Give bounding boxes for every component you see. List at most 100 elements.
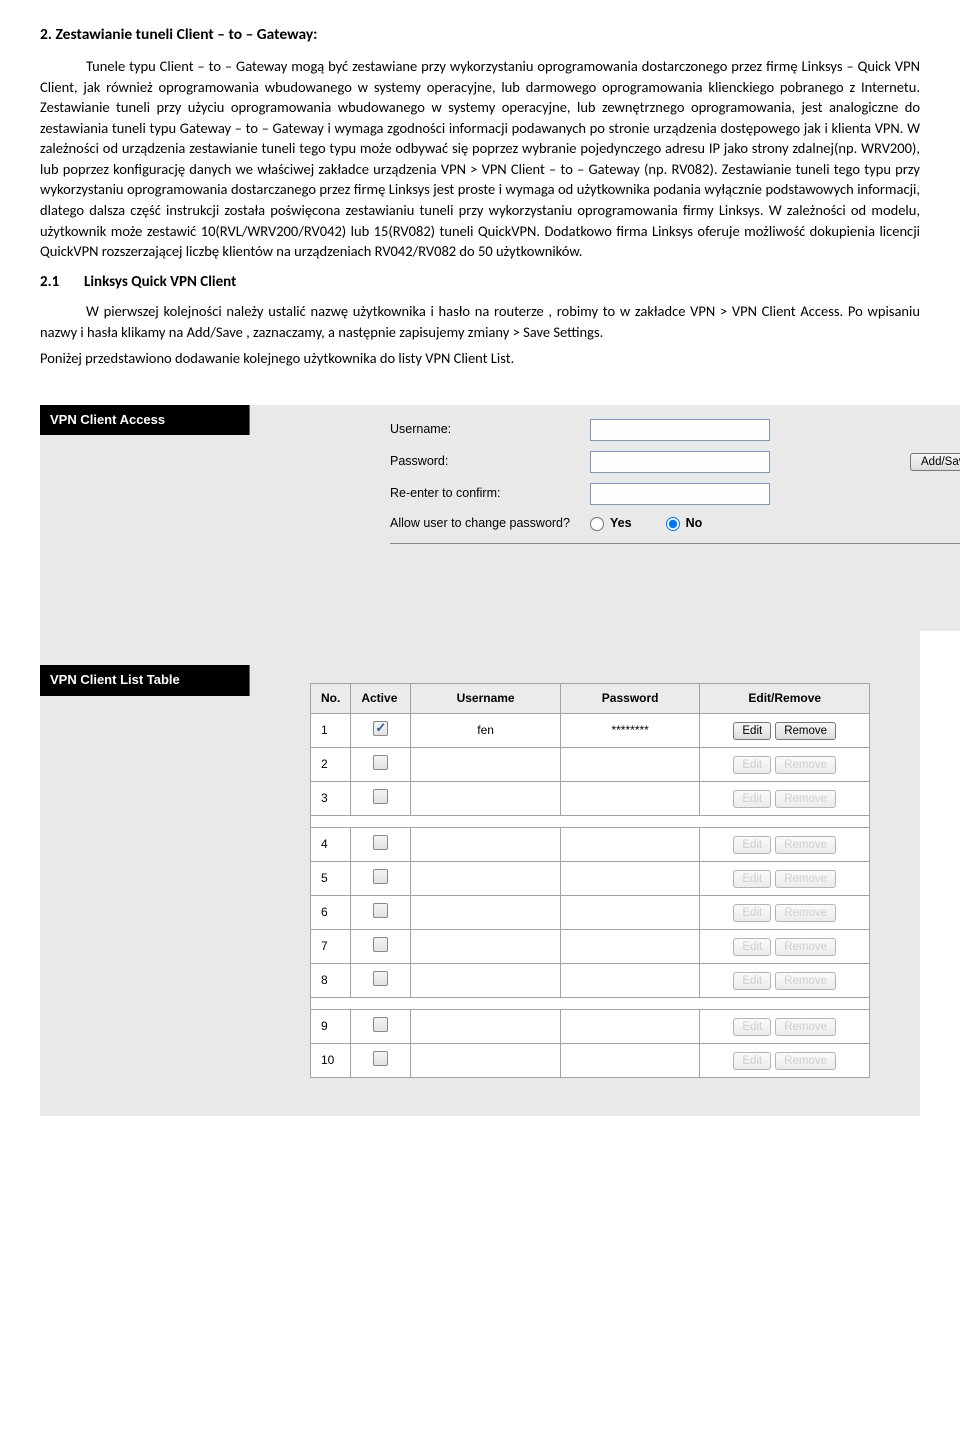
cell-username	[411, 828, 561, 862]
cell-actions: EditRemove	[700, 714, 870, 748]
cell-actions: EditRemove	[700, 930, 870, 964]
cell-password	[560, 896, 700, 930]
active-checkbox[interactable]	[373, 869, 388, 884]
table-gap-row	[311, 816, 870, 828]
subsection-heading: 2.1Linksys Quick VPN Client	[40, 272, 920, 293]
active-checkbox[interactable]	[373, 971, 388, 986]
vpn-client-list-header: VPN Client List Table	[40, 665, 250, 695]
cell-active	[351, 1010, 411, 1044]
col-username: Username	[411, 684, 561, 714]
cell-password	[560, 964, 700, 998]
remove-button: Remove	[775, 790, 836, 808]
router-screenshot: VPN Client Access Username: Password: Ad…	[40, 405, 920, 1116]
remove-button: Remove	[775, 756, 836, 774]
edit-button: Edit	[733, 836, 771, 854]
remove-button: Remove	[775, 904, 836, 922]
username-input[interactable]	[590, 419, 770, 441]
active-checkbox[interactable]	[373, 721, 388, 736]
cell-no: 1	[311, 714, 351, 748]
table-gap-row	[311, 998, 870, 1010]
cell-password: ********	[560, 714, 700, 748]
cell-password	[560, 930, 700, 964]
edit-button: Edit	[733, 790, 771, 808]
allow-yes-option[interactable]: Yes	[590, 515, 632, 533]
yes-label: Yes	[610, 515, 632, 533]
cell-username	[411, 896, 561, 930]
password-label: Password:	[390, 453, 590, 471]
cell-username: fen	[411, 714, 561, 748]
section-heading: 2. Zestawianie tuneli Client – to – Gate…	[40, 24, 920, 46]
cell-password	[560, 748, 700, 782]
no-label: No	[686, 515, 703, 533]
remove-button: Remove	[775, 836, 836, 854]
edit-button: Edit	[733, 870, 771, 888]
cell-no: 3	[311, 782, 351, 816]
table-row: 10EditRemove	[311, 1044, 870, 1078]
table-row: 8 EditRemove	[311, 964, 870, 998]
allow-no-radio[interactable]	[666, 517, 680, 531]
add-save-button[interactable]: Add/Save	[910, 453, 960, 471]
cell-active	[351, 782, 411, 816]
cell-no: 8	[311, 964, 351, 998]
cell-active	[351, 964, 411, 998]
cell-no: 6	[311, 896, 351, 930]
username-label: Username:	[390, 421, 590, 439]
active-checkbox[interactable]	[373, 937, 388, 952]
edit-button: Edit	[733, 756, 771, 774]
cell-username	[411, 748, 561, 782]
edit-button: Edit	[733, 972, 771, 990]
cell-password	[560, 782, 700, 816]
remove-button: Remove	[775, 972, 836, 990]
cell-username	[411, 782, 561, 816]
table-row: 6 EditRemove	[311, 896, 870, 930]
paragraph-1: Tunele typu Client – to – Gateway mogą b…	[40, 56, 920, 262]
vpn-client-table: No. Active Username Password Edit/Remove…	[310, 683, 870, 1078]
remove-button: Remove	[775, 1052, 836, 1070]
table-row: 4EditRemove	[311, 828, 870, 862]
active-checkbox[interactable]	[373, 903, 388, 918]
cell-username	[411, 1010, 561, 1044]
edit-button: Edit	[733, 1052, 771, 1070]
cell-active	[351, 714, 411, 748]
allow-change-label: Allow user to change password?	[390, 515, 590, 533]
table-row: 9EditRemove	[311, 1010, 870, 1044]
edit-button[interactable]: Edit	[733, 722, 771, 740]
cell-actions: EditRemove	[700, 1044, 870, 1078]
active-checkbox[interactable]	[373, 1051, 388, 1066]
cell-active	[351, 1044, 411, 1078]
active-checkbox[interactable]	[373, 755, 388, 770]
active-checkbox[interactable]	[373, 789, 388, 804]
cell-actions: EditRemove	[700, 964, 870, 998]
remove-button[interactable]: Remove	[775, 722, 836, 740]
paragraph-3: Poniżej przedstawiono dodawanie kolejneg…	[40, 348, 920, 369]
table-row: 7 EditRemove	[311, 930, 870, 964]
remove-button: Remove	[775, 938, 836, 956]
cell-active	[351, 748, 411, 782]
cell-actions: EditRemove	[700, 748, 870, 782]
active-checkbox[interactable]	[373, 1017, 388, 1032]
cell-no: 7	[311, 930, 351, 964]
paragraph-2: W pierwszej kolejności należy ustalić na…	[40, 301, 920, 342]
allow-no-option[interactable]: No	[666, 515, 703, 533]
reenter-input[interactable]	[590, 483, 770, 505]
col-edit-remove: Edit/Remove	[700, 684, 870, 714]
section-divider	[390, 543, 960, 544]
edit-button: Edit	[733, 938, 771, 956]
active-checkbox[interactable]	[373, 835, 388, 850]
col-password: Password	[560, 684, 700, 714]
cell-actions: EditRemove	[700, 862, 870, 896]
cell-username	[411, 862, 561, 896]
cell-password	[560, 1044, 700, 1078]
cell-no: 2	[311, 748, 351, 782]
table-row: 2 EditRemove	[311, 748, 870, 782]
cell-actions: EditRemove	[700, 782, 870, 816]
cell-actions: EditRemove	[700, 896, 870, 930]
col-active: Active	[351, 684, 411, 714]
allow-yes-radio[interactable]	[590, 517, 604, 531]
cell-actions: EditRemove	[700, 828, 870, 862]
cell-username	[411, 930, 561, 964]
password-input[interactable]	[590, 451, 770, 473]
col-no: No.	[311, 684, 351, 714]
edit-button: Edit	[733, 904, 771, 922]
cell-username	[411, 964, 561, 998]
